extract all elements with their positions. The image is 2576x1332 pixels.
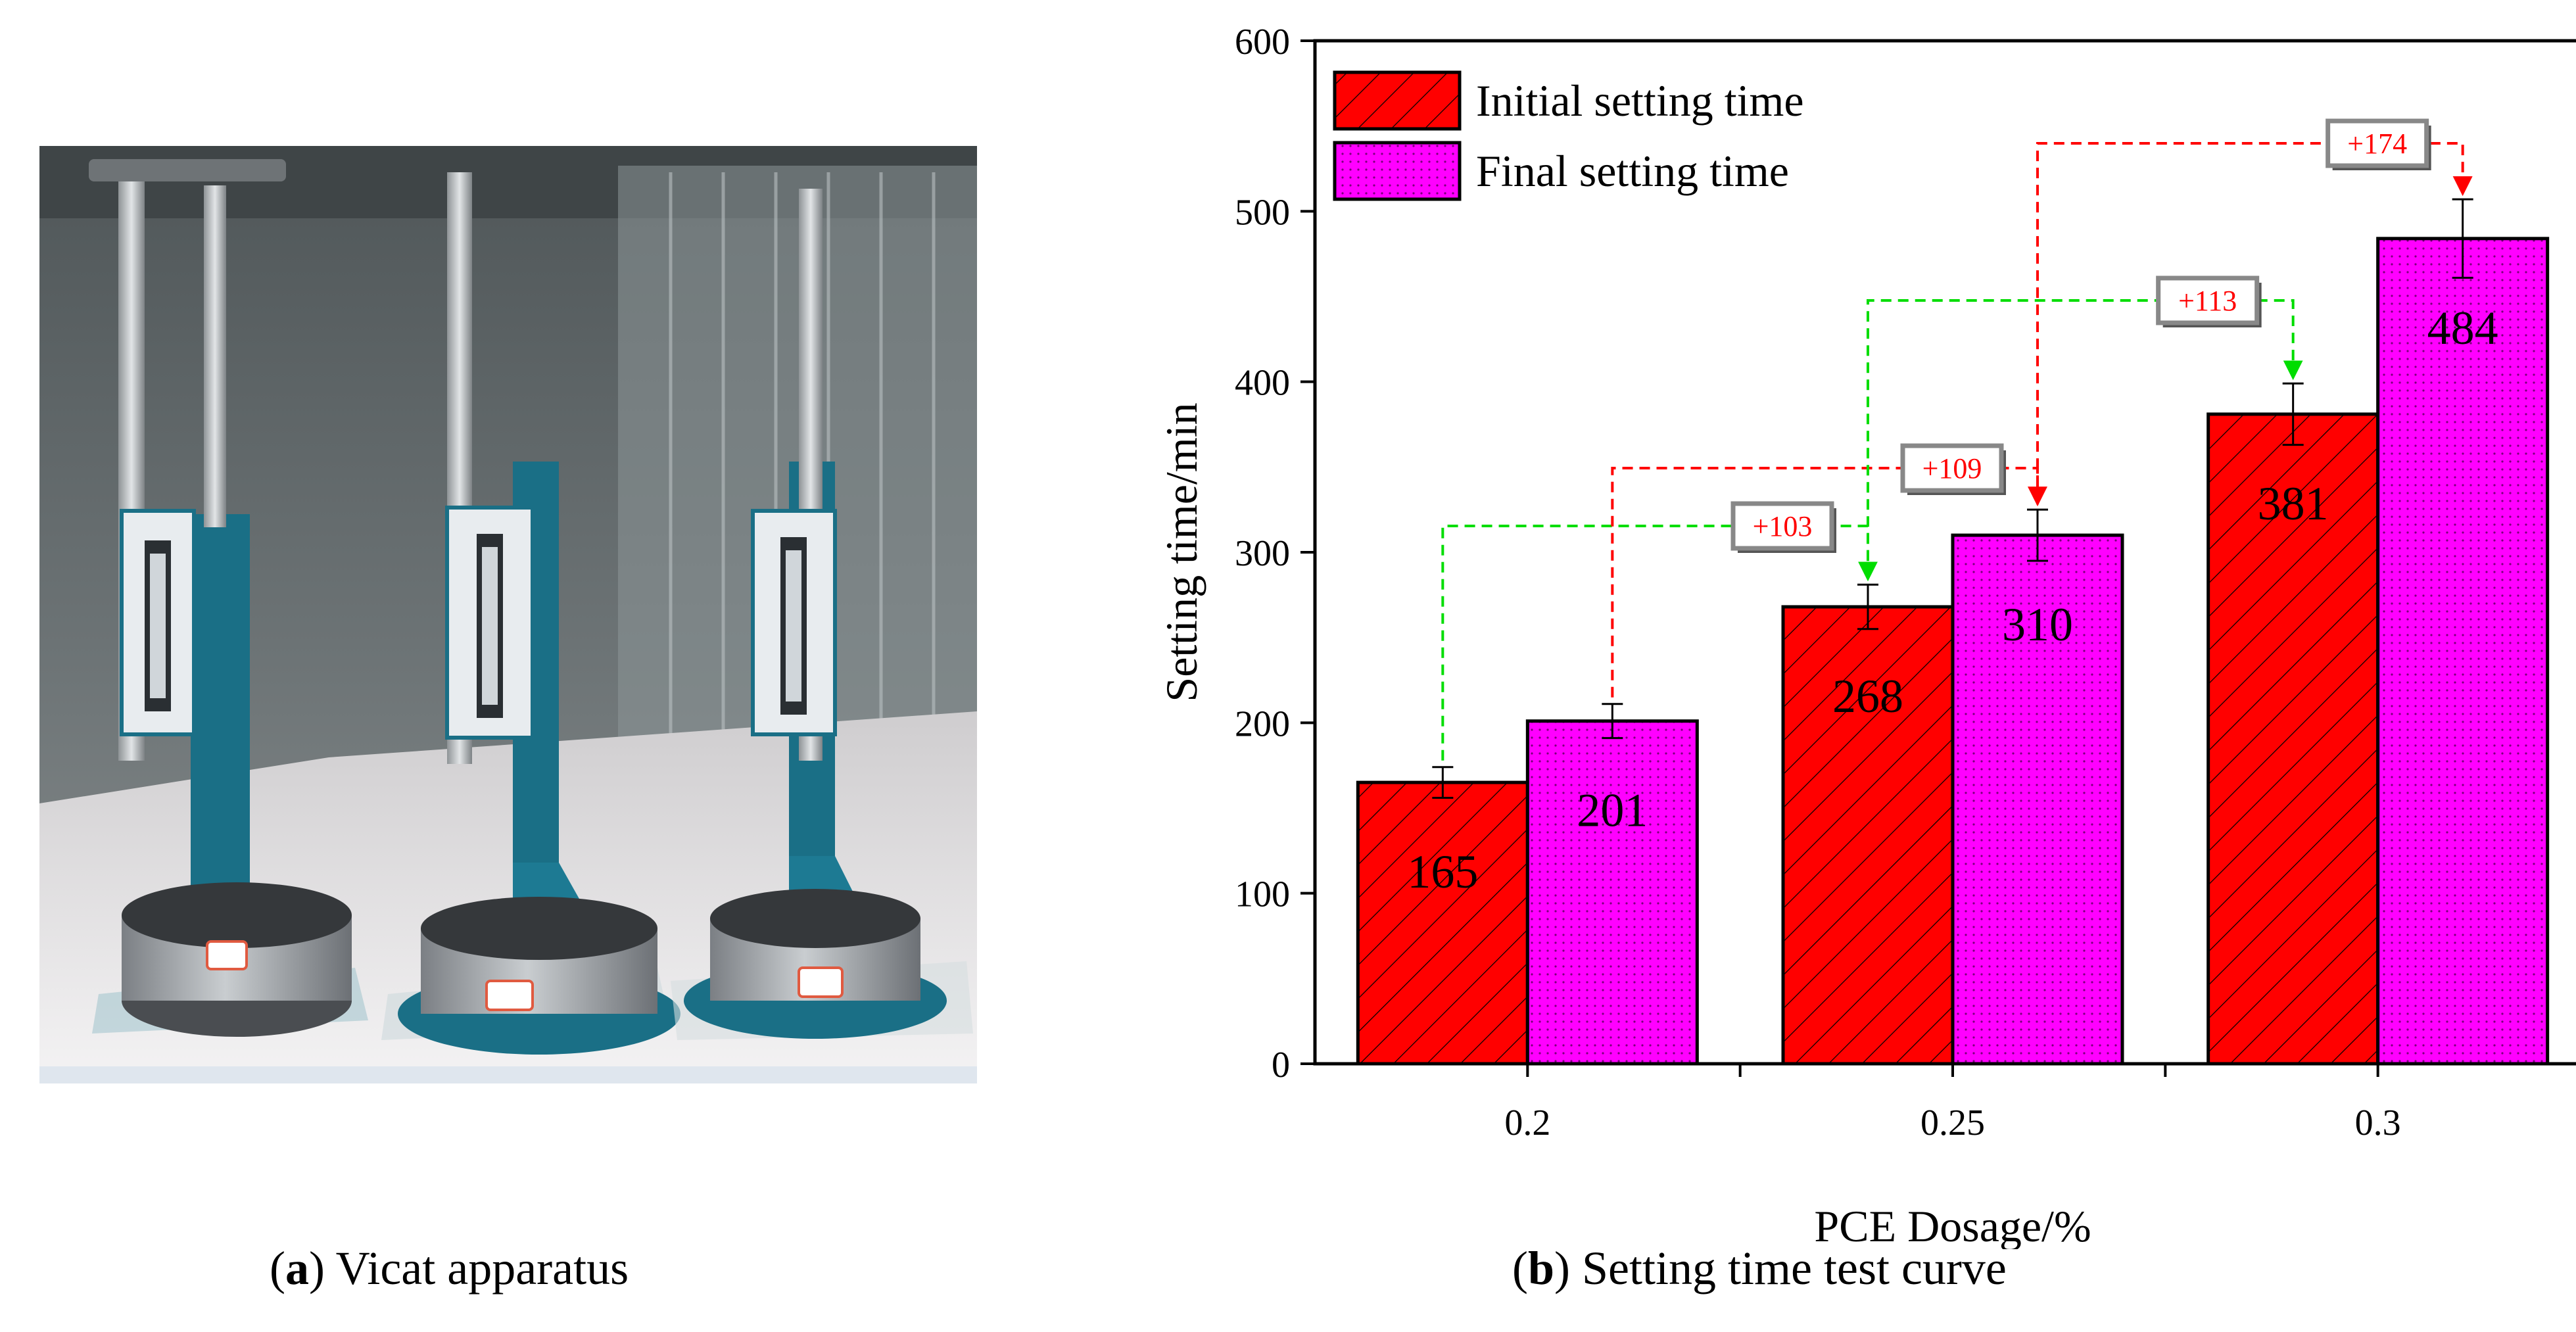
error-bar-initial-0.25 bbox=[1857, 583, 1878, 630]
error-bar-final-0.3 bbox=[2452, 198, 2473, 279]
legend-label-initial: Initial setting time bbox=[1476, 76, 1804, 126]
legend-label-final: Final setting time bbox=[1476, 146, 1789, 196]
data-label-final-0.3: 484 bbox=[2427, 302, 2498, 354]
x-tick-label-0.2: 0.2 bbox=[1504, 1103, 1550, 1143]
data-label-final-0.2: 201 bbox=[1577, 784, 1648, 837]
error-bar-final-0.2 bbox=[1602, 703, 1623, 740]
x-axis-title: PCE Dosage/% bbox=[1814, 1201, 2091, 1249]
annotation-label-plus-113: +113 bbox=[2178, 285, 2237, 317]
y-axis-title: Setting time/min bbox=[1157, 402, 1206, 702]
data-label-final-0.25: 310 bbox=[2002, 598, 2073, 651]
error-bar-initial-0.2 bbox=[1432, 766, 1454, 799]
annotation-box-plus-113: +113 bbox=[2156, 275, 2262, 327]
annotation-connector-plus-174 bbox=[2036, 142, 2473, 504]
annotation-connector-plus-109 bbox=[1611, 467, 2047, 698]
bar-final-0.2 bbox=[1525, 719, 1699, 1066]
annotation-box-plus-109: +109 bbox=[1900, 443, 2006, 495]
vicat-apparatus-photo bbox=[39, 146, 977, 1083]
annotation-label-plus-174: +174 bbox=[2347, 128, 2407, 160]
caption-a: (a) Vicat apparatus bbox=[270, 1242, 629, 1295]
y-tick-label-400: 400 bbox=[1235, 363, 1290, 404]
data-label-initial-0.2: 165 bbox=[1407, 845, 1478, 898]
bar-initial-0.2 bbox=[1356, 780, 1529, 1066]
caption-b-text: ) Setting time test curve bbox=[1554, 1242, 2007, 1295]
y-tick-label-200: 200 bbox=[1235, 703, 1290, 744]
caption-b-letter: b bbox=[1527, 1242, 1555, 1295]
bar-initial-0.3 bbox=[2206, 412, 2380, 1066]
caption-a-text: ) Vicat apparatus bbox=[308, 1242, 629, 1295]
data-label-initial-0.25: 268 bbox=[1832, 670, 1903, 723]
annotation-box-plus-103: +103 bbox=[1730, 501, 1836, 553]
data-label-initial-0.3: 381 bbox=[2258, 477, 2329, 530]
annotation-label-plus-103: +103 bbox=[1753, 510, 1813, 542]
legend-swatch-initial bbox=[1333, 70, 1462, 131]
legend: Initial setting time Final setting time bbox=[1333, 70, 1804, 201]
bar-initial-0.25 bbox=[1781, 605, 1955, 1066]
x-tick-label-0.25: 0.25 bbox=[1920, 1103, 1985, 1143]
annotation-box-plus-174: +174 bbox=[2326, 118, 2431, 170]
annotation-connector-plus-113 bbox=[1867, 299, 2303, 579]
bar-final-0.3 bbox=[2376, 237, 2550, 1066]
setting-time-chart: 165 268 381 201 310 484 0 100 200 300 400 500 600 0.2… bbox=[1157, 22, 2576, 1249]
annotation-label-plus-109: +109 bbox=[1922, 452, 1982, 485]
error-bar-final-0.25 bbox=[2027, 508, 2048, 562]
legend-swatch-final bbox=[1333, 141, 1462, 201]
error-bar-initial-0.3 bbox=[2282, 382, 2304, 446]
bar-final-0.25 bbox=[1951, 533, 2124, 1066]
y-tick-label-0: 0 bbox=[1272, 1045, 1290, 1085]
y-tick-label-300: 300 bbox=[1235, 533, 1290, 574]
y-tick-label-600: 600 bbox=[1235, 22, 1290, 62]
y-tick-label-500: 500 bbox=[1235, 192, 1290, 233]
caption-a-letter: a bbox=[285, 1242, 309, 1295]
caption-b: (b) Setting time test curve bbox=[1512, 1242, 2007, 1295]
y-tick-label-100: 100 bbox=[1235, 874, 1290, 915]
x-tick-label-0.3: 0.3 bbox=[2355, 1103, 2401, 1143]
